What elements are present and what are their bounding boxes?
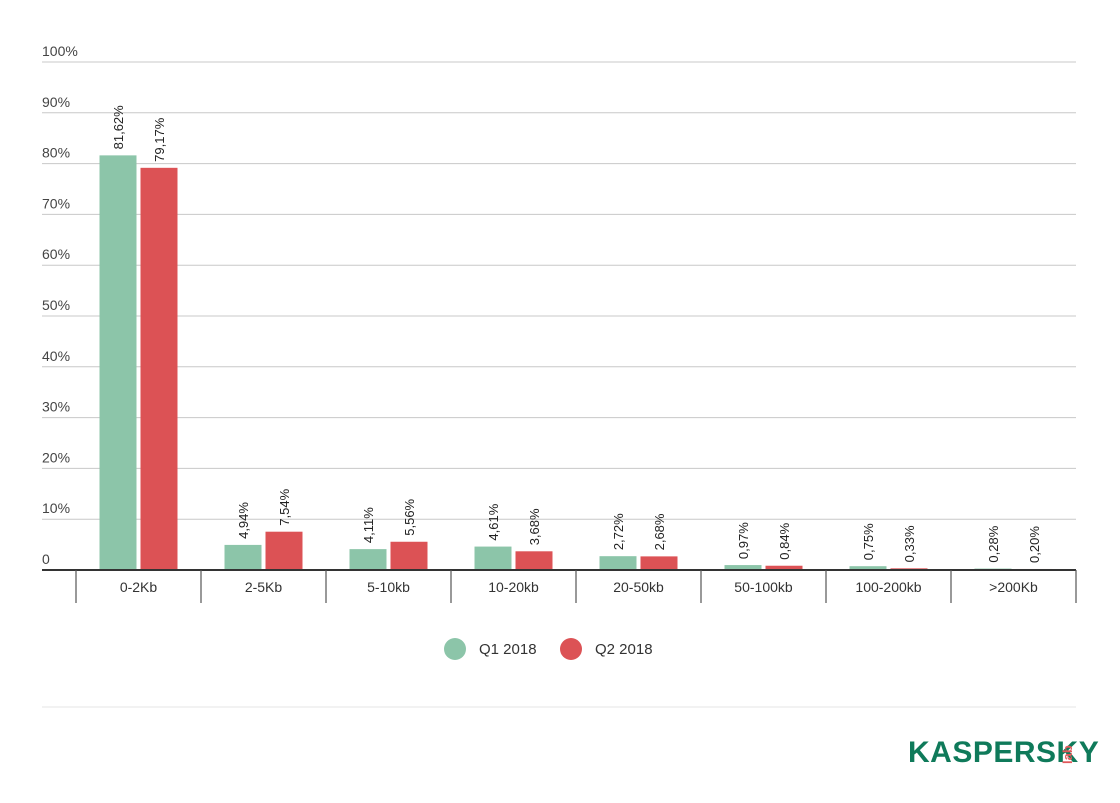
bar: [349, 549, 387, 570]
logo-text: KASPERSKY: [908, 736, 1099, 769]
y-tick-label: 90%: [42, 94, 70, 110]
kaspersky-logo: KASPERSKY lab: [908, 736, 1099, 769]
bar: [849, 566, 887, 570]
bar: [265, 531, 303, 570]
y-tick-label: 100%: [42, 43, 78, 59]
bar: [599, 556, 637, 570]
data-label: 4,11%: [361, 507, 376, 543]
y-tick-label: 70%: [42, 195, 70, 211]
data-label: 4,61%: [486, 503, 501, 540]
bars: [99, 155, 1053, 570]
x-tick-label: 0-2Kb: [120, 579, 158, 595]
y-axis-ticks: 0 10% 20% 30% 40% 50% 60% 70% 80% 90% 100%: [42, 43, 78, 567]
x-tick-label: >200Kb: [989, 579, 1038, 595]
x-tick-label: 2-5Kb: [245, 579, 283, 595]
bar: [640, 556, 678, 570]
data-label: 2,72%: [611, 513, 626, 550]
y-tick-label: 20%: [42, 449, 70, 465]
y-tick-label: 60%: [42, 246, 70, 262]
gridlines: [42, 61, 1076, 520]
x-axis: 0-2Kb 2-5Kb 5-10kb 10-20kb 20-50kb 50-100kb 10…: [42, 569, 1077, 603]
data-label: 0,33%: [902, 525, 917, 562]
bar: [515, 551, 553, 570]
x-tick-label: 20-50kb: [613, 579, 664, 595]
data-label: 0,84%: [777, 522, 792, 559]
legend-swatch: [560, 638, 582, 660]
bar: [765, 565, 803, 570]
data-label: 7,54%: [277, 488, 292, 525]
x-tick-label: 100-200kb: [855, 579, 921, 595]
data-label: 0,75%: [861, 523, 876, 560]
legend: Q1 2018 Q2 2018: [444, 638, 653, 660]
data-label: 0,20%: [1027, 526, 1042, 563]
y-tick-label: 80%: [42, 145, 70, 161]
data-label: 0,97%: [736, 522, 751, 559]
data-labels: 81,62% 79,17% 4,94% 7,54% 4,11% 5,56% 4,61% 3,6…: [111, 105, 1042, 563]
data-label: 2,68%: [652, 513, 667, 550]
data-label: 5,56%: [402, 498, 417, 535]
legend-label: Q1 2018: [479, 641, 537, 658]
y-tick-label: 10%: [42, 500, 70, 516]
data-label: 4,94%: [236, 502, 251, 539]
data-label: 81,62%: [111, 105, 126, 150]
logo-sub-text: lab: [1060, 745, 1075, 764]
bar: [390, 541, 428, 570]
data-label: 0,28%: [986, 525, 1001, 562]
y-tick-label: 0: [42, 551, 50, 567]
bar: [724, 565, 762, 570]
y-tick-label: 40%: [42, 348, 70, 364]
bar: [224, 544, 262, 570]
data-label: 3,68%: [527, 508, 542, 545]
x-tick-label: 50-100kb: [734, 579, 793, 595]
y-tick-label: 50%: [42, 297, 70, 313]
bar: [474, 546, 512, 570]
bar: [99, 155, 137, 570]
y-tick-label: 30%: [42, 399, 70, 415]
legend-label: Q2 2018: [595, 641, 653, 658]
x-tick-label: 5-10kb: [367, 579, 410, 595]
data-label: 79,17%: [152, 117, 167, 162]
x-tick-label: 10-20kb: [488, 579, 539, 595]
bar: [140, 167, 178, 570]
legend-swatch: [444, 638, 466, 660]
